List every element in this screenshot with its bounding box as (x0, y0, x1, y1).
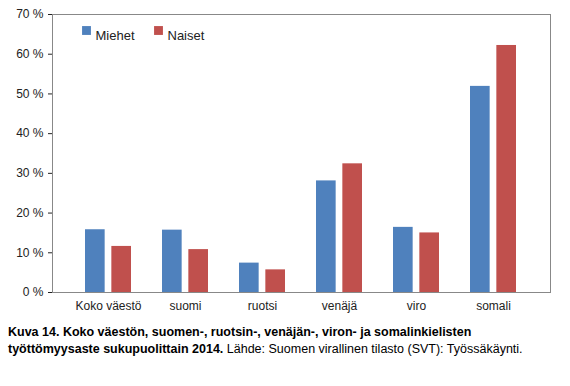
svg-text:0 %: 0 % (23, 285, 44, 299)
svg-text:20 %: 20 % (16, 206, 44, 220)
svg-text:50 %: 50 % (16, 87, 44, 101)
svg-text:70 %: 70 % (16, 7, 44, 21)
svg-text:30 %: 30 % (16, 166, 44, 180)
svg-text:Miehet: Miehet (96, 28, 135, 43)
svg-text:suomi: suomi (169, 299, 201, 313)
svg-text:ruotsi: ruotsi (248, 299, 277, 313)
svg-text:Koko väestö: Koko väestö (75, 299, 141, 313)
svg-text:somali: somali (476, 299, 511, 313)
svg-text:venäjä: venäjä (322, 299, 358, 313)
svg-text:60 %: 60 % (16, 47, 44, 61)
svg-text:40 %: 40 % (16, 126, 44, 140)
html-text:Kuva 14. Koko väestön, suomen-: Kuva 14. Koko väestön, suomen-, ruotsin-… (8, 325, 523, 356)
svg-text:Naiset: Naiset (168, 28, 205, 43)
svg-text:10 %: 10 % (16, 246, 44, 260)
svg-text:viro: viro (407, 299, 427, 313)
